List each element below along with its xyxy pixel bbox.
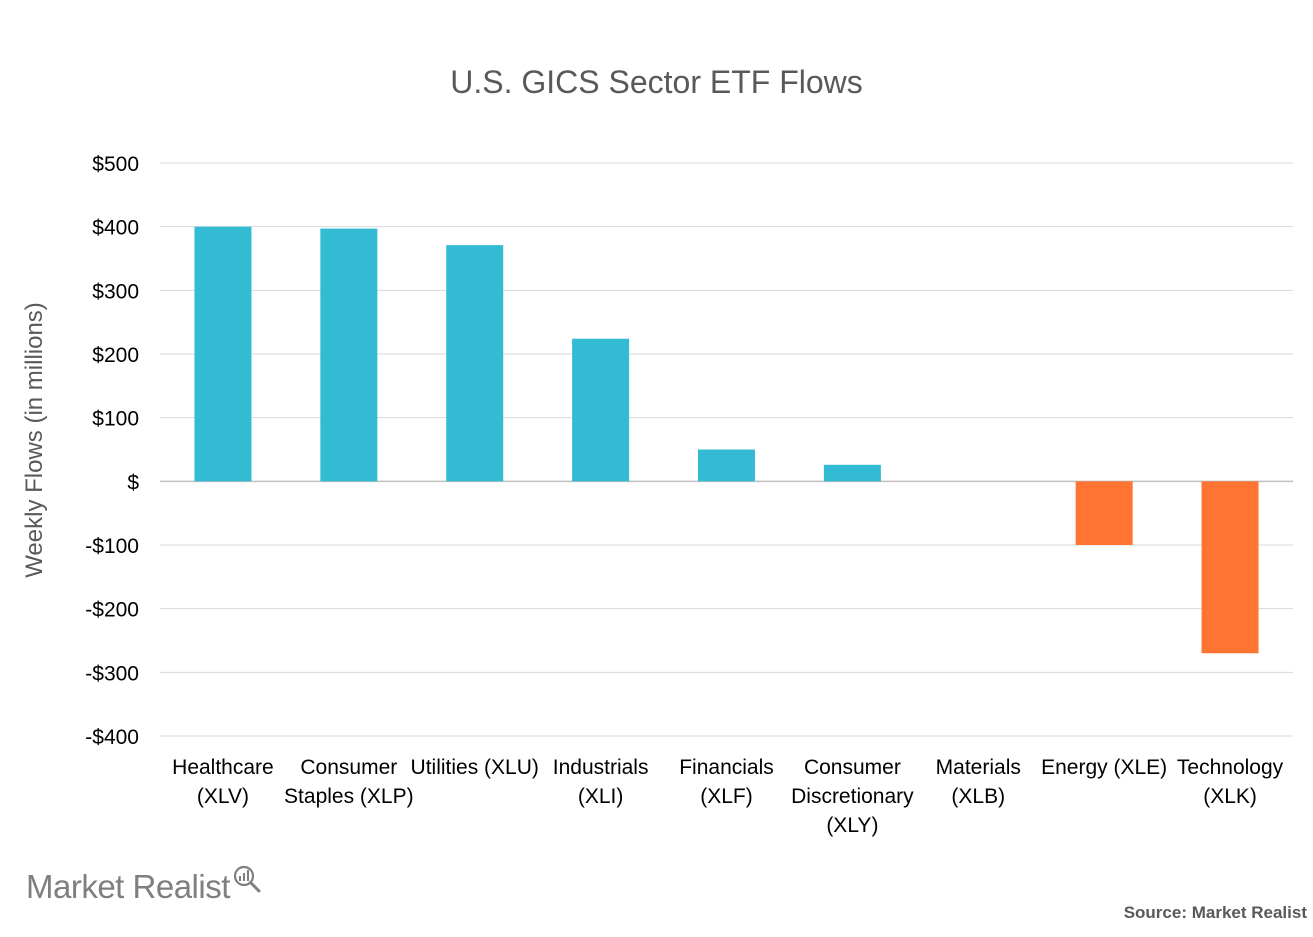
y-axis-ticks: $500 $400 $300 $200 $100 $ -$100 -$200 -$300 -$40… <box>85 153 139 749</box>
bar <box>1201 481 1259 654</box>
bar <box>823 464 881 482</box>
market-realist-logo: Market Realist <box>26 865 262 918</box>
x-tick-label: Energy (XLE) <box>1041 756 1167 779</box>
x-tick-label: Industrials (XLI) <box>553 756 649 808</box>
x-tick-label: Utilities (XLU) <box>411 756 539 779</box>
bar <box>194 226 252 482</box>
x-tick-label: Consumer Staples (XLP) <box>284 756 414 808</box>
y-tick-label: $200 <box>92 344 139 367</box>
bars <box>194 226 1259 654</box>
bar <box>1075 481 1133 545</box>
magnifier-bar-chart-icon <box>233 865 261 893</box>
x-tick-label: Healthcare (XLV) <box>172 756 274 808</box>
y-tick-label: $500 <box>92 153 139 176</box>
y-tick-label: -$100 <box>85 535 139 558</box>
y-tick-label: $100 <box>92 408 139 431</box>
x-tick-label: Financials (XLF) <box>679 756 774 808</box>
bar <box>320 228 378 482</box>
x-axis-labels: Healthcare (XLV)Consumer Staples (XLP)Util… <box>172 756 1284 837</box>
bar <box>698 449 755 482</box>
y-tick-label: $400 <box>92 217 139 240</box>
y-tick-label: $ <box>127 471 139 494</box>
y-tick-label: -$300 <box>85 662 139 685</box>
x-tick-label: Materials (XLB) <box>936 756 1021 808</box>
logo-text: Market Realist <box>26 868 230 905</box>
x-tick-label: Technology (XLK) <box>1177 756 1284 808</box>
y-tick-label: -$200 <box>85 599 139 622</box>
bar <box>572 338 630 482</box>
y-tick-label: -$400 <box>85 726 139 749</box>
bar <box>446 245 504 482</box>
x-tick-label: Consumer Discretionary (XLY) <box>791 756 914 837</box>
source-note: Source: Market Realist <box>1123 903 1307 922</box>
y-axis-label: Weekly Flows (in millions) <box>21 302 48 578</box>
chart-title: U.S. GICS Sector ETF Flows <box>450 64 863 100</box>
y-tick-label: $300 <box>92 280 139 303</box>
